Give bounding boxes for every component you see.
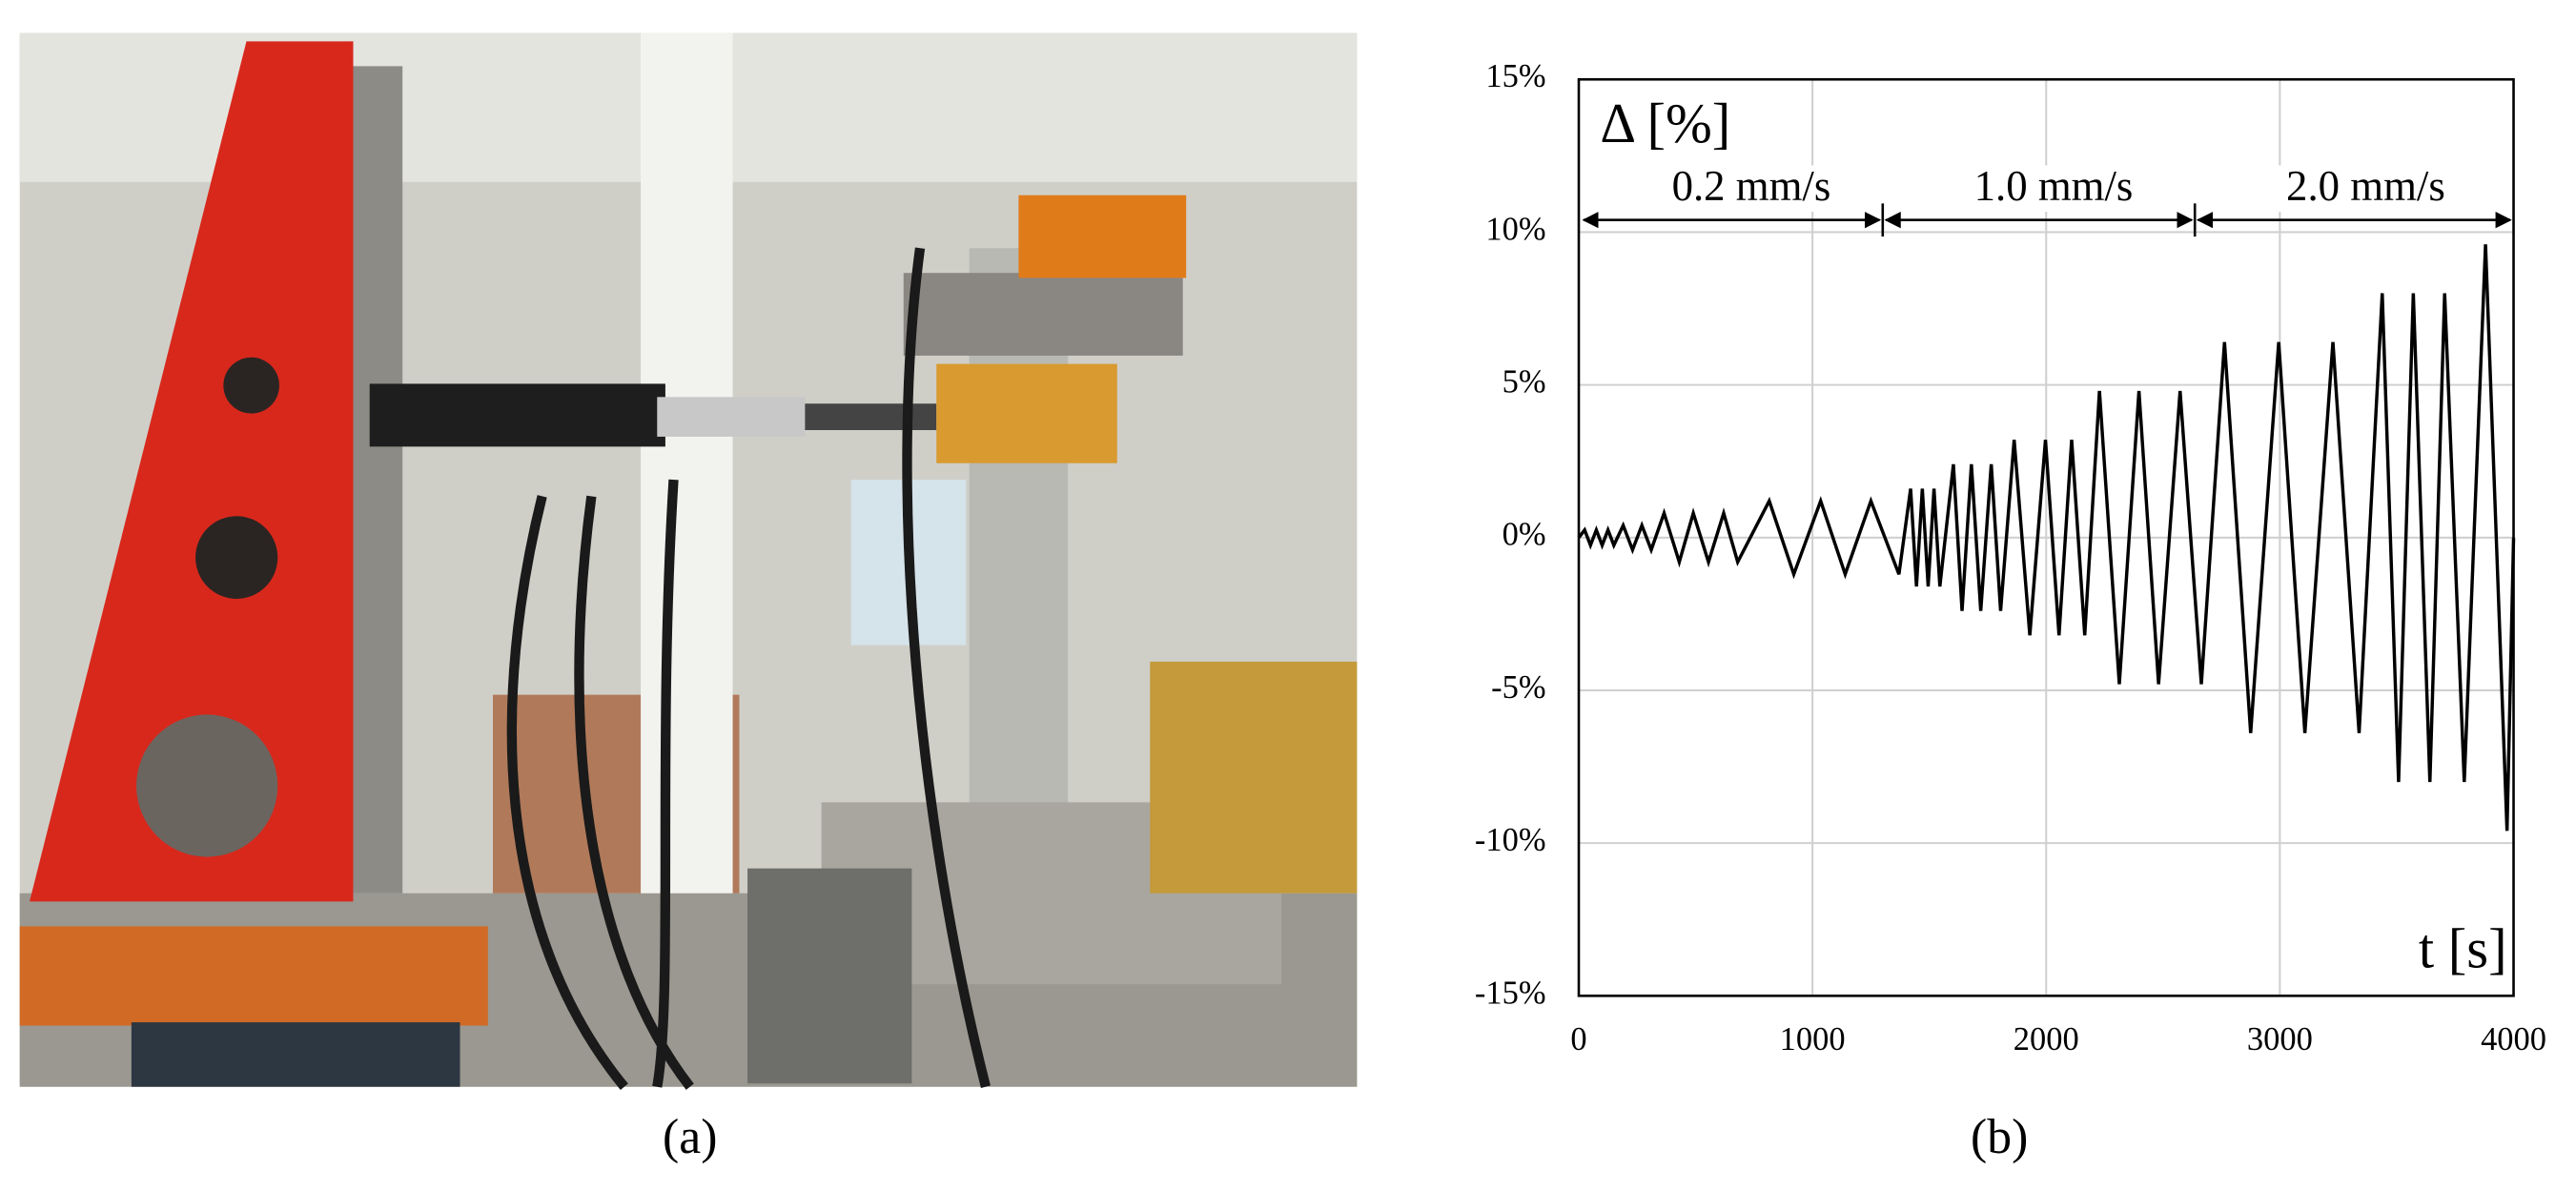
specimen-column <box>969 248 1069 911</box>
y-tick-label: -5% <box>1491 669 1545 706</box>
rate-label: 0.2 mm/s <box>1672 162 1831 210</box>
rate-label: 2.0 mm/s <box>2286 162 2445 210</box>
photo <box>19 32 1358 1091</box>
plot-frame <box>1577 77 2515 997</box>
orange-base <box>19 926 488 1026</box>
y-tick-label: 10% <box>1485 211 1545 247</box>
x-tick-label: 0 <box>1570 1021 1586 1058</box>
actuator-rod-end <box>805 403 937 431</box>
grid <box>1577 78 2515 997</box>
panel-label: (b) <box>1971 1110 2028 1164</box>
clamp-plate <box>936 363 1117 463</box>
yellow-rack <box>1150 661 1358 893</box>
actuator <box>369 383 665 447</box>
y-tick-label: 0% <box>1503 517 1546 553</box>
x-tick-label: 4000 <box>2481 1021 2546 1058</box>
data-line <box>1577 244 2516 832</box>
y-axis-title: Δ [%] <box>1600 92 1730 154</box>
frame-back <box>353 66 403 893</box>
y-tick-label: 15% <box>1485 58 1545 94</box>
orange-block <box>1018 195 1187 278</box>
y-tick-label: 5% <box>1503 363 1546 400</box>
steel-base <box>747 868 912 1084</box>
label-bg <box>1593 95 1758 163</box>
plot <box>1577 244 2516 832</box>
x-tick-label: 3000 <box>2247 1021 2313 1058</box>
panel-label: (a) <box>663 1110 717 1164</box>
y-tick-label: -15% <box>1475 975 1546 1011</box>
label-bg <box>1643 165 1857 213</box>
base-beam <box>131 1022 460 1087</box>
hoses <box>506 247 991 1091</box>
frame-hole <box>195 516 278 599</box>
label-bg <box>1947 165 2161 213</box>
rate-label: 1.0 mm/s <box>1974 162 2134 210</box>
x-tick-label: 2000 <box>2014 1021 2079 1058</box>
frame-hole <box>223 357 279 414</box>
y-tick-label: -10% <box>1475 822 1546 858</box>
frame-hole <box>136 714 278 857</box>
reaction-frame <box>30 41 354 902</box>
label-bg <box>2382 917 2511 988</box>
top-beam <box>903 273 1183 356</box>
white-column <box>641 32 733 893</box>
actuator-rod <box>657 397 806 437</box>
x-axis-title: t [s] <box>2419 917 2507 979</box>
label-bg <box>2259 165 2473 213</box>
x-tick-label: 1000 <box>1780 1021 1846 1058</box>
